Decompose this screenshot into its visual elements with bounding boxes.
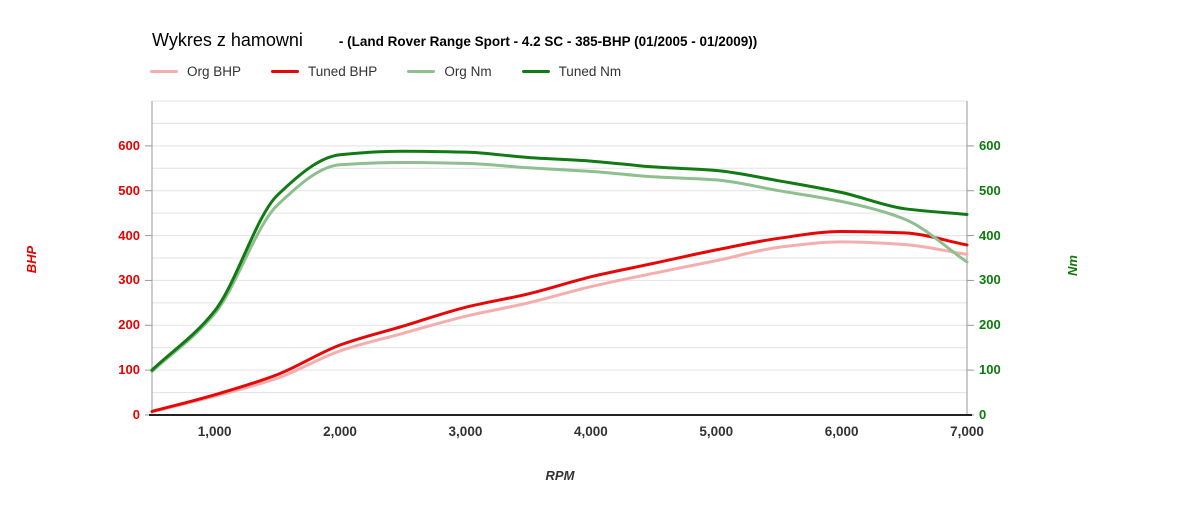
right-axis-tick: 300 — [979, 272, 1001, 288]
right-axis-tick: 400 — [979, 227, 1001, 243]
legend-line-swatch — [521, 70, 550, 73]
right-axis-tick: 200 — [979, 317, 1001, 333]
x-axis-tick: 4,000 — [573, 424, 608, 439]
legend-label: Org Nm — [444, 64, 492, 79]
left-axis-tick: 200 — [118, 317, 140, 333]
right-axis-tick: 600 — [979, 137, 1001, 153]
legend-label: Org BHP — [187, 64, 242, 79]
left-axis-tick: 600 — [118, 137, 140, 153]
left-axis-tick: 0 — [132, 407, 140, 422]
left-axis-tick: 100 — [118, 362, 140, 378]
left-axis-tick: 500 — [118, 182, 140, 198]
x-axis-tick: 7,000 — [950, 424, 984, 439]
right-axis-tick: 0 — [979, 407, 987, 422]
x-axis-tick: 3,000 — [448, 424, 483, 439]
legend-label: Tuned Nm — [558, 64, 622, 79]
legend-item-tuned-bhp[interactable]: Tuned BHP — [271, 64, 377, 79]
curve-tuned-bhp — [150, 230, 969, 413]
chart-header: Wykres z hamowni - (Land Rover Range Spo… — [152, 30, 757, 51]
chart-subtitle: - (Land Rover Range Sport - 4.2 SC - 385… — [338, 34, 758, 49]
legend-line-swatch — [407, 70, 436, 73]
left-axis-tick: 400 — [118, 227, 140, 243]
chart-legend: Org BHP Tuned BHP Org Nm Tuned Nm — [150, 64, 621, 79]
x-axis-tick: 1,000 — [197, 424, 232, 439]
legend-item-org-nm[interactable]: Org Nm — [407, 64, 492, 79]
legend-item-org-bhp[interactable]: Org BHP — [150, 64, 241, 79]
x-axis-tick: 5,000 — [699, 424, 734, 439]
curve-org-bhp — [150, 240, 969, 414]
curve-org-nm — [150, 161, 969, 373]
right-axis-tick: 500 — [979, 182, 1001, 198]
left-axis-tick: 300 — [118, 272, 140, 288]
legend-label: Tuned BHP — [308, 64, 378, 79]
right-axis-tick: 100 — [979, 362, 1001, 378]
legend-line-swatch — [271, 70, 300, 73]
x-axis-tick: 6,000 — [824, 424, 859, 439]
x-axis-tick: 2,000 — [323, 424, 357, 439]
x-axis-title: RPM — [545, 468, 575, 483]
legend-item-tuned-nm[interactable]: Tuned Nm — [521, 64, 622, 79]
chart-title: Wykres z hamowni — [152, 30, 303, 50]
right-axis-title: Nm — [1064, 255, 1080, 276]
legend-line-swatch — [150, 70, 178, 73]
left-axis-title: BHP — [24, 245, 40, 274]
curve-tuned-nm — [150, 149, 969, 372]
